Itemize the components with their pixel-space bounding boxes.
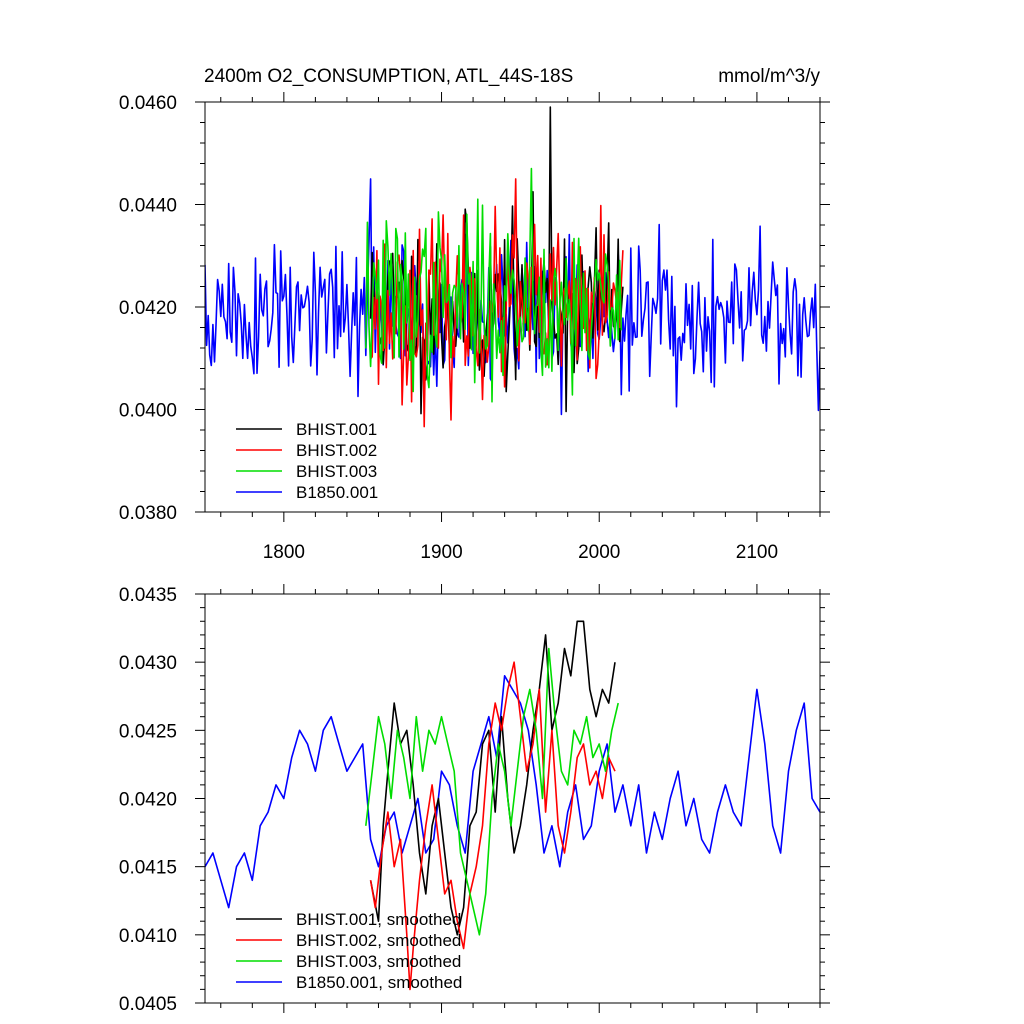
x-tick-label: 2000 — [578, 542, 620, 563]
legend-label: B1850.001, smoothed — [296, 973, 462, 992]
legend-label: B1850.001 — [296, 483, 378, 502]
y-tick-label: 0.0380 — [119, 503, 177, 524]
y-tick-label: 0.0430 — [119, 653, 177, 674]
y-tick-label: 0.0435 — [119, 585, 177, 606]
y-tick-label: 0.0440 — [119, 196, 177, 217]
top-chart: 1800 1900 2000 2100 0.0380 0.0400 0.0420 0.0440… — [119, 92, 830, 563]
series-line-0-2 — [365, 167, 623, 403]
y-tick-label: 0.0420 — [119, 298, 177, 319]
y-tick-label: 0.0405 — [119, 994, 177, 1015]
top-chart-units: mmol/m^3/y — [718, 66, 820, 87]
legend-label: BHIST.003 — [296, 462, 377, 481]
series-line-1-1 — [369, 661, 616, 991]
y-tick-label: 0.0460 — [119, 93, 177, 114]
y-tick-label: 0.0420 — [119, 790, 177, 811]
y-tick-label: 0.0415 — [119, 858, 177, 879]
series-line-0-1 — [369, 178, 624, 428]
x-tick-label: 2100 — [736, 542, 778, 563]
series-line-1-2 — [365, 647, 619, 936]
x-tick-label: 1900 — [420, 542, 462, 563]
legend-label: BHIST.003, smoothed — [296, 952, 461, 971]
y-tick-label: 0.0425 — [119, 721, 177, 742]
series-line-0-3 — [205, 178, 820, 416]
legend-label: BHIST.001, smoothed — [296, 910, 461, 929]
y-tick-label: 0.0410 — [119, 926, 177, 947]
legend-label: BHIST.002 — [296, 441, 377, 460]
x-tick-label: 1800 — [263, 542, 305, 563]
y-tick-label: 0.0400 — [119, 401, 177, 422]
top-chart-title: 2400m O2_CONSUMPTION, ATL_44S-18S — [204, 66, 573, 87]
series-line-1-3 — [205, 675, 820, 909]
legend-label: BHIST.002, smoothed — [296, 931, 461, 950]
series-line-1-0 — [369, 620, 616, 936]
bottom-chart: 0.0405 0.0410 0.0415 0.0420 0.0425 0.0430 0.04… — [119, 584, 830, 1015]
legend-label: BHIST.001 — [296, 420, 377, 439]
